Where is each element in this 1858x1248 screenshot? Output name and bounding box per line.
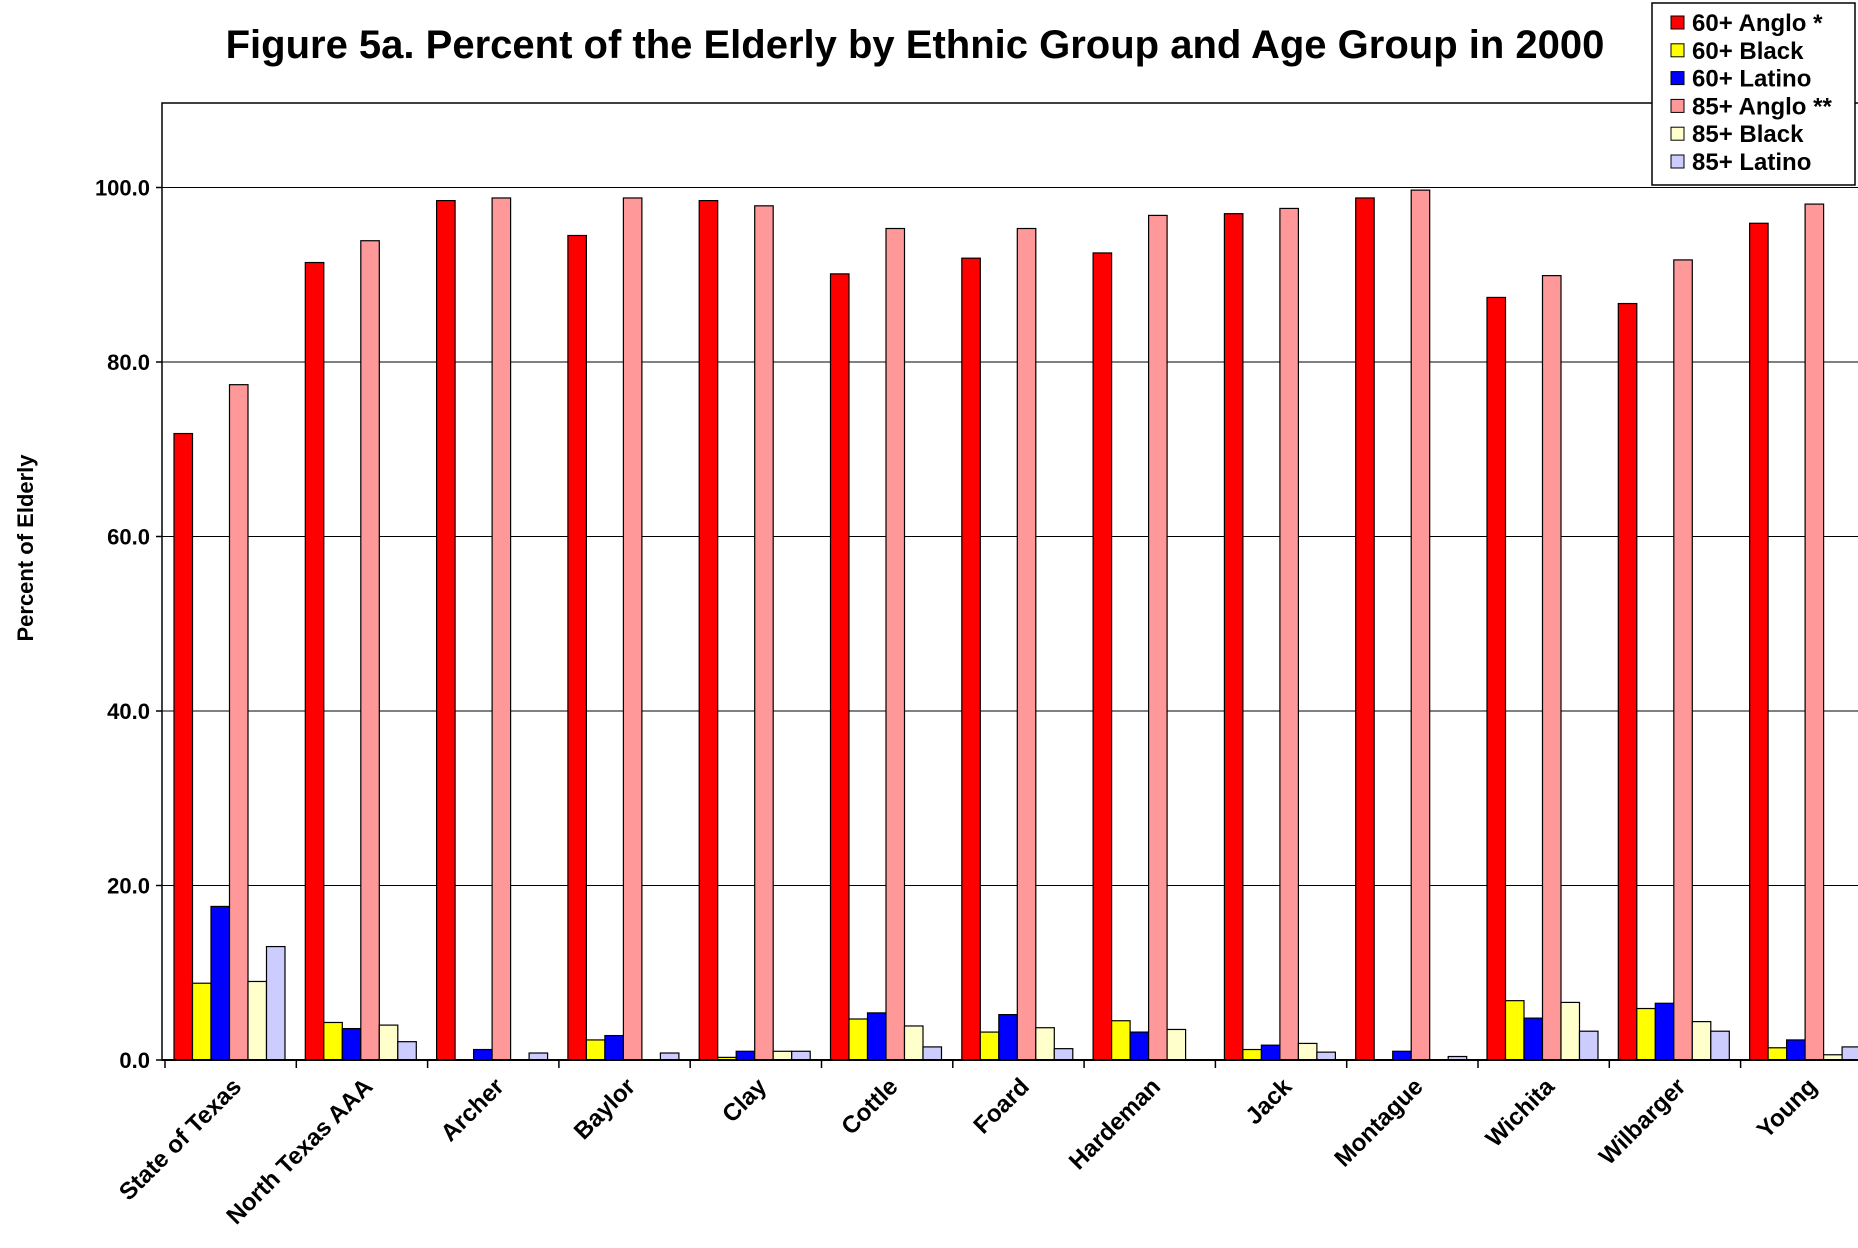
bar-baylor-85-latino: [659, 1052, 680, 1061]
y-tick-labels: 0.0 20.0 40.0 60.0 80.0 100.0: [95, 176, 150, 1074]
bar-wilbarger-85-black: [1691, 1021, 1712, 1061]
legend-label-85-latino: 85+ Latino: [1692, 149, 1811, 176]
legend-label-60-black: 60+ Black: [1692, 38, 1804, 65]
bar-wilbarger-60-anglo: [1617, 302, 1638, 1061]
bar-clay-60-anglo: [698, 199, 719, 1061]
bar-wichita-85-black: [1560, 1001, 1581, 1061]
legend-swatch-60-latino: [1670, 71, 1685, 86]
bar-state-of-texas-85-anglo: [228, 384, 249, 1061]
bar-state-of-texas-60-latino: [210, 905, 231, 1061]
bar-north-texas-aaa-60-latino: [341, 1027, 362, 1061]
bar-jack-85-black: [1297, 1042, 1318, 1061]
bar-hardeman-85-black: [1166, 1028, 1187, 1061]
bar-jack-85-anglo: [1279, 207, 1300, 1061]
bar-young-60-latino: [1785, 1039, 1806, 1061]
bar-jack-60-anglo: [1223, 213, 1244, 1061]
bar-foard-60-latino: [998, 1014, 1018, 1061]
bar-state-of-texas-60-anglo: [173, 432, 194, 1061]
bar-wilbarger-60-black: [1636, 1007, 1656, 1061]
y-tick-label: 40.0: [107, 699, 150, 724]
bar-clay-85-latino: [791, 1050, 811, 1061]
bar-north-texas-aaa-60-black: [323, 1021, 343, 1061]
bar-cottle-85-anglo: [885, 227, 906, 1061]
bar-montague-85-anglo: [1410, 189, 1431, 1061]
bar-foard-85-anglo: [1016, 227, 1037, 1061]
legend-swatch-85-black: [1670, 126, 1685, 141]
bar-clay-85-anglo: [754, 205, 774, 1061]
bar-wichita-60-latino: [1523, 1017, 1544, 1061]
bar-cottle-60-latino: [866, 1012, 887, 1061]
legend-swatch-85-latino: [1670, 154, 1685, 169]
bar-montague-60-anglo: [1355, 197, 1375, 1061]
bar-state-of-texas-85-latino: [265, 945, 286, 1061]
bar-north-texas-aaa-85-black: [378, 1024, 399, 1061]
bar-montague-60-latino: [1392, 1050, 1412, 1061]
y-axis-title: Percent of Elderly: [13, 454, 38, 642]
bar-wilbarger-85-anglo: [1673, 259, 1693, 1061]
y-tick-label: 60.0: [107, 525, 150, 550]
bar-wichita-60-anglo: [1486, 296, 1507, 1061]
legend-swatch-60-black: [1670, 43, 1685, 58]
legend-swatch-85-anglo: [1670, 98, 1685, 113]
bar-baylor-60-black: [585, 1039, 606, 1061]
bar-baylor-60-anglo: [567, 234, 588, 1061]
bar-archer-60-latino: [473, 1048, 493, 1061]
bar-wichita-85-anglo: [1541, 275, 1562, 1061]
plot-area: [161, 102, 1858, 1061]
bar-cottle-85-latino: [922, 1046, 943, 1061]
bars: [173, 189, 1858, 1061]
bar-hardeman-60-black: [1110, 1020, 1131, 1061]
bar-wichita-85-latino: [1578, 1030, 1599, 1061]
chart-title: Figure 5a. Percent of the Elderly by Eth…: [226, 23, 1605, 67]
bar-archer-85-latino: [528, 1052, 549, 1061]
bar-foard-60-anglo: [961, 257, 981, 1061]
y-tick-label: 100.0: [95, 176, 150, 201]
bar-young-85-anglo: [1804, 203, 1825, 1061]
bar-young-60-anglo: [1748, 222, 1769, 1061]
bar-clay-85-black: [772, 1050, 793, 1061]
bar-wilbarger-85-latino: [1710, 1030, 1730, 1061]
bar-wilbarger-60-latino: [1654, 1002, 1675, 1061]
legend-label-85-black: 85+ Black: [1692, 121, 1804, 148]
bar-state-of-texas-60-black: [191, 982, 212, 1061]
bar-state-of-texas-85-black: [247, 980, 268, 1061]
bar-clay-60-latino: [735, 1050, 756, 1061]
bar-jack-60-latino: [1260, 1044, 1281, 1061]
bar-baylor-85-anglo: [622, 197, 643, 1061]
bar-hardeman-60-anglo: [1092, 252, 1113, 1061]
y-tick-label: 0.0: [119, 1048, 150, 1073]
bar-north-texas-aaa-60-anglo: [304, 261, 325, 1061]
legend-swatch-60-anglo: [1670, 15, 1685, 30]
bar-north-texas-aaa-85-latino: [397, 1041, 417, 1061]
bar-archer-60-anglo: [436, 199, 456, 1061]
legend-label-60-anglo: 60+ Anglo *: [1692, 10, 1823, 37]
bar-wichita-60-black: [1504, 1000, 1525, 1061]
bar-jack-60-black: [1242, 1048, 1263, 1061]
bar-archer-85-anglo: [491, 197, 512, 1061]
legend-box: [1651, 2, 1856, 186]
bar-foard-85-black: [1035, 1027, 1055, 1061]
y-tick-label: 20.0: [107, 874, 150, 899]
bar-cottle-85-black: [903, 1025, 924, 1061]
bar-hardeman-85-anglo: [1147, 214, 1168, 1061]
legend-label-85-anglo: 85+ Anglo **: [1692, 93, 1832, 120]
bar-jack-85-latino: [1316, 1051, 1337, 1061]
bar-foard-60-black: [979, 1031, 1000, 1061]
legend-label-60-latino: 60+ Latino: [1692, 66, 1811, 93]
bar-young-85-latino: [1841, 1046, 1858, 1061]
x-axis: [162, 1059, 1858, 1068]
bar-north-texas-aaa-85-anglo: [360, 240, 380, 1061]
bar-hardeman-60-latino: [1129, 1031, 1150, 1061]
bar-foard-85-latino: [1053, 1048, 1074, 1061]
bar-cottle-60-black: [848, 1018, 869, 1061]
bar-baylor-60-latino: [604, 1034, 625, 1061]
bar-cottle-60-anglo: [829, 273, 850, 1061]
y-tick-label: 80.0: [107, 350, 150, 375]
bar-young-60-black: [1767, 1047, 1788, 1061]
